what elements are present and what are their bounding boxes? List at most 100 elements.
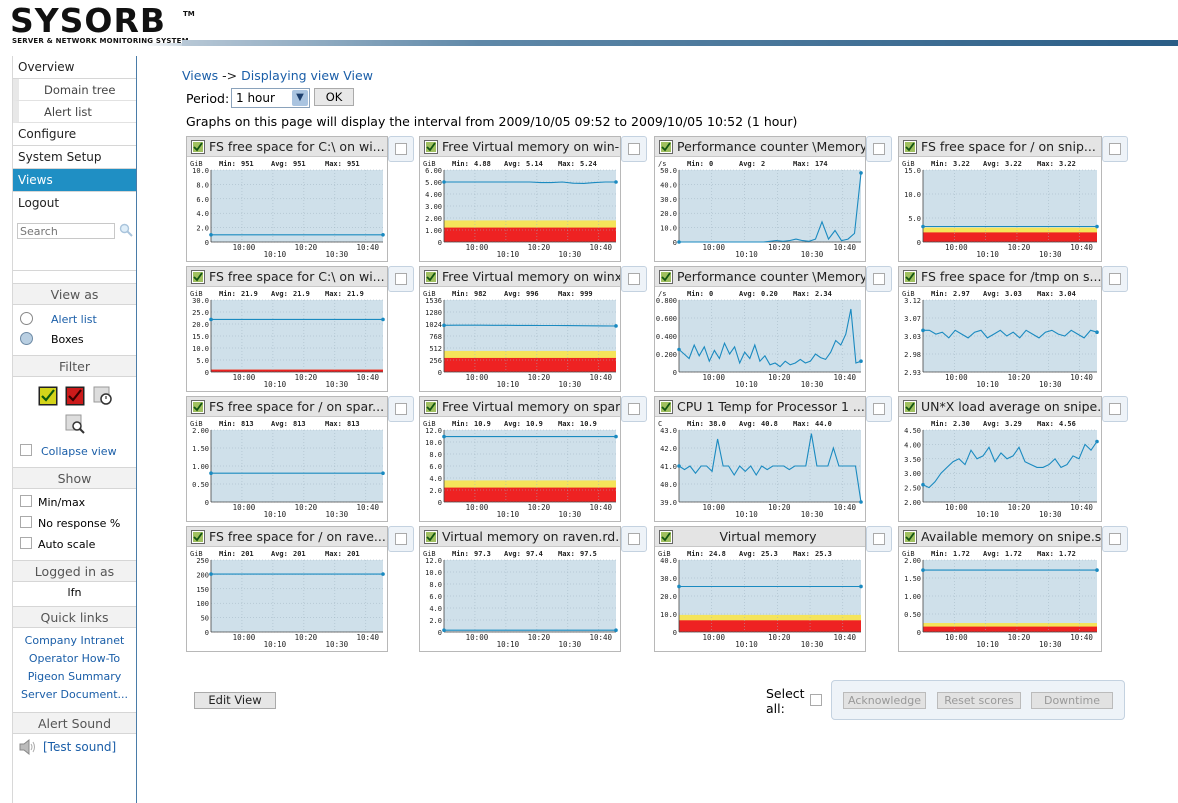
graph-panel[interactable]: FS free space for C:\ on wi... 10.0 8.0 6.0… <box>186 136 388 262</box>
graph-panel[interactable]: Performance counter \Memory... 50.0 40.0 30… <box>654 136 866 262</box>
graph-title[interactable]: Free Virtual memory on win-... <box>420 137 620 157</box>
show-no-response-checkbox[interactable] <box>20 516 32 528</box>
select-all-checkbox[interactable] <box>810 694 822 706</box>
graph-title[interactable]: Performance counter \Memory... <box>655 267 865 287</box>
downtime-button[interactable]: Downtime <box>1031 692 1113 709</box>
graph-select[interactable] <box>388 526 414 552</box>
graph-title[interactable]: FS free space for / on spar... <box>187 397 387 417</box>
filter-search-icon[interactable] <box>65 414 85 434</box>
collapse-view-label[interactable]: Collapse view <box>41 445 117 458</box>
quick-link-server-doc[interactable]: Server Document... <box>20 688 129 701</box>
nav-overview[interactable]: Overview <box>13 56 136 79</box>
view-as-alert-list-label[interactable]: Alert list <box>51 313 97 326</box>
graph-title[interactable]: FS free space for C:\ on wi... <box>187 267 387 287</box>
reset-scores-button[interactable]: Reset scores <box>937 692 1021 709</box>
graph-select-checkbox[interactable] <box>395 143 407 155</box>
graph-title[interactable]: UN*X load average on snipe.... <box>899 397 1101 417</box>
graph-select[interactable] <box>388 396 414 422</box>
chevron-down-icon[interactable]: ▼ <box>292 90 308 106</box>
nav-views[interactable]: Views <box>13 169 136 192</box>
graph-select[interactable] <box>621 396 647 422</box>
collapse-view-checkbox[interactable] <box>20 444 32 456</box>
graph-select-checkbox[interactable] <box>628 273 640 285</box>
show-minmax[interactable]: Min/max <box>13 491 136 512</box>
show-auto-scale[interactable]: Auto scale <box>13 533 136 554</box>
graph-select[interactable] <box>866 266 892 292</box>
show-minmax-checkbox[interactable] <box>20 495 32 507</box>
graph-select-checkbox[interactable] <box>1109 533 1121 545</box>
graph-panel[interactable]: Free Virtual memory on win-... 6.00 5.00 4.… <box>419 136 621 262</box>
graph-title[interactable]: Free Virtual memory on winx... <box>420 267 620 287</box>
graph-select-checkbox[interactable] <box>395 533 407 545</box>
graph-title[interactable]: Performance counter \Memory... <box>655 137 865 157</box>
graph-panel[interactable]: FS free space for / on rave... 250 200 150 1… <box>186 526 388 652</box>
graph-title[interactable]: FS free space for C:\ on wi... <box>187 137 387 157</box>
graph-select[interactable] <box>621 526 647 552</box>
graph-title[interactable]: CPU 1 Temp for Processor 1 ... <box>655 397 865 417</box>
graph-title[interactable]: FS free space for / on snip... <box>899 137 1101 157</box>
graph-select[interactable] <box>388 266 414 292</box>
graph-panel[interactable]: CPU 1 Temp for Processor 1 ... 43.0 42.0 41… <box>654 396 866 522</box>
graph-title[interactable]: Virtual memory on raven.rd.... <box>420 527 620 547</box>
breadcrumb-current[interactable]: Displaying view View <box>241 68 373 83</box>
show-auto-scale-checkbox[interactable] <box>20 537 32 549</box>
graph-panel[interactable]: Available memory on snipe.s... 2.00 1.50 1.… <box>898 526 1102 652</box>
graph-select[interactable] <box>866 526 892 552</box>
acknowledge-button[interactable]: Acknowledge <box>843 692 926 709</box>
nav-system-setup[interactable]: System Setup <box>13 146 136 169</box>
period-select[interactable]: 1 hour ▼ <box>231 88 310 108</box>
graph-select-checkbox[interactable] <box>1109 403 1121 415</box>
search-input[interactable] <box>17 223 115 239</box>
graph-panel[interactable]: FS free space for /tmp on s... 3.12 3.07 3.… <box>898 266 1102 392</box>
graph-select-checkbox[interactable] <box>628 403 640 415</box>
test-sound-link[interactable]: [Test sound] <box>43 740 117 754</box>
graph-panel[interactable]: Free Virtual memory on winx... 1536 1280 10… <box>419 266 621 392</box>
graph-select-checkbox[interactable] <box>873 143 885 155</box>
graph-select[interactable] <box>1102 526 1128 552</box>
filter-downtime-icon[interactable] <box>93 386 113 406</box>
graph-panel[interactable]: FS free space for / on snip... 15.0 10.0 5.… <box>898 136 1102 262</box>
graph-panel[interactable]: UN*X load average on snipe.... 4.50 4.00 3.… <box>898 396 1102 522</box>
graph-select-checkbox[interactable] <box>628 143 640 155</box>
graph-select[interactable] <box>1102 266 1128 292</box>
graph-title[interactable]: Free Virtual memory on spar... <box>420 397 620 417</box>
graph-select-checkbox[interactable] <box>1109 143 1121 155</box>
graph-select-checkbox[interactable] <box>395 403 407 415</box>
graph-title[interactable]: Virtual memory <box>655 527 865 547</box>
quick-link-intranet[interactable]: Company Intranet <box>24 634 125 647</box>
graph-select-checkbox[interactable] <box>395 273 407 285</box>
nav-domain-tree[interactable]: Domain tree <box>13 79 136 101</box>
graph-select[interactable] <box>388 136 414 162</box>
graph-panel[interactable]: FS free space for C:\ on wi... 30.0 25.0 20… <box>186 266 388 392</box>
show-no-response[interactable]: No response % <box>13 512 136 533</box>
filter-ok-icon[interactable] <box>38 386 58 406</box>
nav-alert-list[interactable]: Alert list <box>13 101 136 123</box>
graph-select-checkbox[interactable] <box>873 533 885 545</box>
graph-panel[interactable]: Virtual memory 40.0 30.0 20.0 10.0 0 10:00 10:1… <box>654 526 866 652</box>
graph-select[interactable] <box>1102 396 1128 422</box>
graph-select-checkbox[interactable] <box>628 533 640 545</box>
graph-select-checkbox[interactable] <box>873 273 885 285</box>
graph-panel[interactable]: Performance counter \Memory... 0.800 0.600… <box>654 266 866 392</box>
view-as-alert-list[interactable]: Alert list <box>13 309 136 329</box>
filter-alarm-icon[interactable] <box>65 386 85 406</box>
radio-boxes[interactable] <box>20 332 33 345</box>
graph-panel[interactable]: Free Virtual memory on spar... 12.0 10.0 8.… <box>419 396 621 522</box>
graph-select[interactable] <box>1102 136 1128 162</box>
view-as-boxes[interactable]: Boxes <box>13 329 136 349</box>
graph-select-checkbox[interactable] <box>873 403 885 415</box>
graph-panel[interactable]: Virtual memory on raven.rd.... 12.0 10.0 8.… <box>419 526 621 652</box>
graph-select[interactable] <box>621 136 647 162</box>
nav-configure[interactable]: Configure <box>13 123 136 146</box>
graph-select-checkbox[interactable] <box>1109 273 1121 285</box>
graph-select[interactable] <box>621 266 647 292</box>
nav-logout[interactable]: Logout <box>18 196 60 210</box>
graph-select[interactable] <box>866 396 892 422</box>
quick-link-howto[interactable]: Operator How-To <box>28 652 121 665</box>
graph-select[interactable] <box>866 136 892 162</box>
ok-button[interactable]: OK <box>314 88 354 106</box>
graph-title[interactable]: FS free space for / on rave... <box>187 527 387 547</box>
quick-link-pigeon[interactable]: Pigeon Summary <box>27 670 122 683</box>
graph-panel[interactable]: FS free space for / on spar... 2.00 1.50 1.… <box>186 396 388 522</box>
edit-view-button[interactable]: Edit View <box>194 692 276 709</box>
